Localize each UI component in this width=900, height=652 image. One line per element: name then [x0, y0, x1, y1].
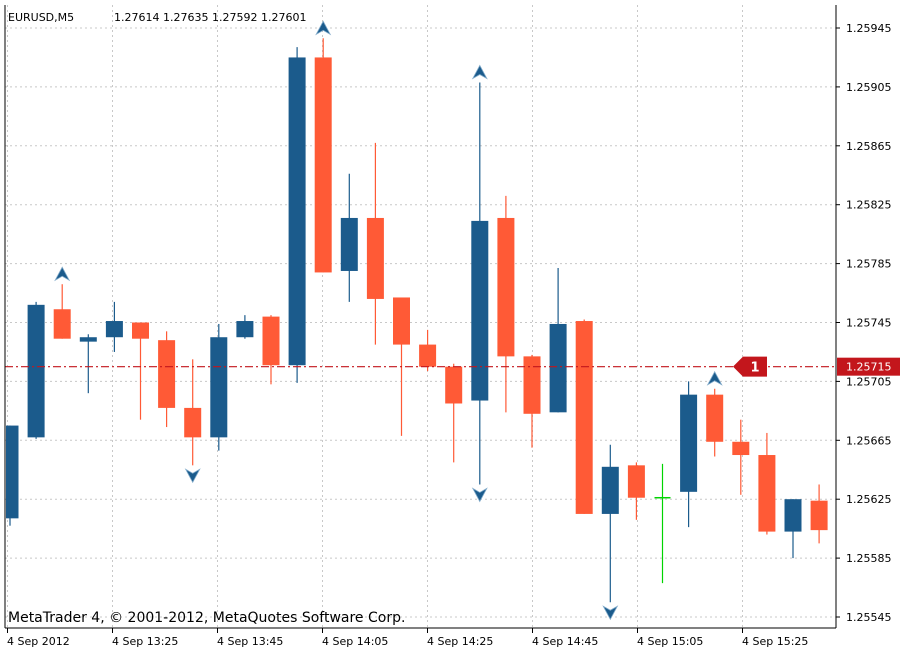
candle	[79, 334, 97, 394]
candle	[236, 315, 254, 339]
y-tick-label: 1.25905	[846, 81, 892, 94]
candle-body	[6, 425, 19, 519]
candle-body	[445, 366, 463, 404]
candle	[601, 444, 619, 603]
candle-body	[732, 441, 750, 456]
candle-body	[601, 466, 619, 514]
candle-body	[184, 407, 202, 438]
x-tick-label: 4 Sep 14:05	[322, 635, 388, 648]
fractal-up-arrow-icon	[315, 20, 332, 36]
fractal-down-arrow-icon	[184, 468, 201, 484]
candle	[366, 142, 384, 345]
candle-body	[27, 304, 45, 438]
current-price-label-bg	[837, 357, 900, 376]
y-tick-label: 1.25545	[846, 611, 892, 624]
y-tick-label: 1.25705	[846, 375, 892, 388]
candle-body	[758, 455, 776, 532]
candle	[132, 322, 149, 420]
x-tick-label: 4 Sep 15:05	[637, 635, 703, 648]
candle-body	[393, 297, 410, 345]
candle	[706, 388, 724, 457]
x-tick-label: 4 Sep 13:25	[112, 635, 178, 648]
candle-body	[158, 340, 176, 408]
candle	[784, 499, 802, 559]
y-tick-label: 1.25585	[846, 552, 892, 565]
x-tick-label: 4 Sep 14:45	[532, 635, 598, 648]
candle	[210, 323, 228, 451]
fractal-up-arrow-icon	[706, 370, 723, 386]
x-tick-label: 4 Sep 14:25	[427, 635, 493, 648]
y-tick-label: 1.25865	[846, 140, 892, 153]
candle-body	[575, 321, 593, 514]
y-tick-label: 1.25625	[846, 493, 892, 506]
candle-body	[105, 321, 123, 338]
candle-body	[627, 465, 645, 498]
candle-body	[79, 337, 97, 342]
candle-body	[471, 220, 489, 401]
candle-body	[340, 217, 358, 271]
candle	[732, 419, 750, 495]
candle	[575, 319, 593, 514]
current-price-label: 1.25715	[846, 361, 892, 374]
candle-body	[236, 321, 254, 338]
candle	[184, 359, 202, 466]
fractal-down-arrow-icon	[602, 605, 619, 621]
candle	[262, 315, 280, 385]
candle	[654, 463, 671, 584]
y-tick-label: 1.25825	[846, 199, 892, 212]
candle-body	[680, 394, 698, 492]
candle	[314, 38, 332, 273]
candle	[158, 331, 176, 428]
candle	[105, 301, 123, 352]
candle-body	[784, 499, 802, 532]
chart-symbol-label: EURUSD,M5	[8, 11, 74, 24]
x-tick-label: 4 Sep 2012	[7, 635, 70, 648]
candle	[810, 484, 828, 544]
order-badge[interactable]	[733, 356, 767, 377]
candle-body	[523, 356, 541, 414]
candle	[6, 425, 19, 526]
candle-body	[132, 322, 149, 339]
fractal-up-arrow-icon	[471, 64, 488, 80]
y-tick-label: 1.25785	[846, 258, 892, 271]
candle	[27, 301, 45, 439]
fractal-up-arrow-icon	[54, 266, 71, 282]
candle-body	[706, 394, 724, 442]
candle-body	[53, 309, 71, 339]
candle-body	[210, 337, 228, 438]
candle-body	[314, 57, 332, 273]
candle	[340, 173, 358, 302]
candle	[419, 329, 437, 372]
y-tick-label: 1.25665	[846, 434, 892, 447]
chart-ohlc-values: 1.27614 1.27635 1.27592 1.27601	[114, 11, 306, 24]
y-tick-label: 1.25745	[846, 317, 892, 330]
copyright-notice: MetaTrader 4, © 2001-2012, MetaQuotes So…	[8, 610, 405, 626]
candle	[445, 363, 463, 463]
candle	[680, 381, 698, 528]
fractal-down-arrow-icon	[471, 487, 488, 503]
y-tick-label: 1.25945	[846, 22, 892, 35]
candle	[627, 462, 645, 520]
x-tick-label: 4 Sep 13:45	[217, 635, 283, 648]
candle-body	[366, 217, 384, 299]
candle-body	[262, 316, 280, 366]
x-tick-label: 4 Sep 15:25	[742, 635, 808, 648]
candle	[523, 354, 541, 448]
candle	[549, 268, 567, 413]
candle	[497, 195, 515, 413]
candle	[471, 82, 489, 485]
candle	[758, 432, 776, 535]
candle-body	[419, 344, 437, 367]
candle-body	[549, 323, 567, 413]
candle-body	[288, 57, 306, 366]
candle	[288, 47, 306, 383]
candle	[53, 284, 71, 339]
candle	[393, 297, 410, 436]
candle-body	[497, 217, 515, 357]
order-badge-number: 1	[750, 361, 759, 376]
candle-body	[810, 500, 828, 531]
